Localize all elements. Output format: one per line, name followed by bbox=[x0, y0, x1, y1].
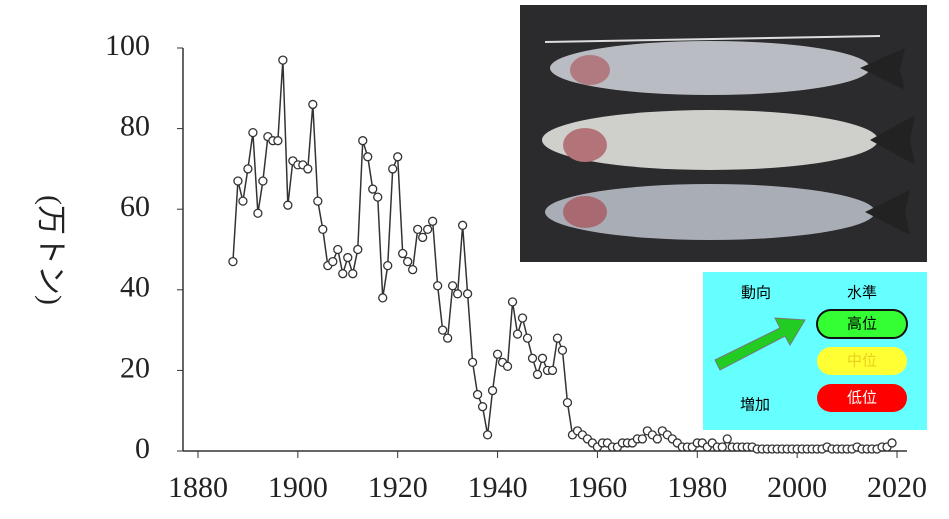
point bbox=[509, 298, 517, 306]
point bbox=[548, 366, 556, 374]
y-tick-label: 60 bbox=[120, 190, 150, 223]
x-tick-label: 2000 bbox=[767, 471, 827, 504]
point bbox=[653, 435, 661, 443]
y-tick-label: 20 bbox=[120, 351, 150, 384]
point bbox=[349, 270, 357, 278]
trend: 増加 bbox=[740, 396, 770, 414]
point bbox=[449, 282, 457, 290]
point bbox=[553, 334, 561, 342]
chart: (万トン) 0 20 40 60 80 100 1880 1900 1920 1940 1960 19… bbox=[0, 0, 949, 519]
point bbox=[359, 137, 367, 145]
point bbox=[364, 153, 372, 161]
point bbox=[464, 290, 472, 298]
point bbox=[558, 346, 566, 354]
x-tick-label: 1920 bbox=[368, 471, 428, 504]
point bbox=[374, 193, 382, 201]
point bbox=[234, 177, 242, 185]
point bbox=[424, 225, 432, 233]
point bbox=[399, 250, 407, 258]
point bbox=[454, 290, 462, 298]
point bbox=[888, 439, 896, 447]
point bbox=[419, 233, 427, 241]
photo bbox=[520, 5, 927, 262]
point bbox=[469, 358, 477, 366]
x-tick-label: 1980 bbox=[667, 471, 727, 504]
point bbox=[444, 334, 452, 342]
point bbox=[404, 258, 412, 266]
x-tick-label: 1940 bbox=[468, 471, 528, 504]
level-mid: 中位 bbox=[847, 352, 877, 370]
point bbox=[384, 262, 392, 270]
x-tick-label: 1900 bbox=[268, 471, 328, 504]
point bbox=[494, 350, 502, 358]
point bbox=[304, 165, 312, 173]
point bbox=[239, 197, 247, 205]
level-low: 低位 bbox=[847, 389, 877, 407]
point bbox=[539, 354, 547, 362]
level-title: 水準 bbox=[847, 284, 877, 302]
point bbox=[329, 258, 337, 266]
point bbox=[534, 370, 542, 378]
point bbox=[489, 387, 497, 395]
point bbox=[524, 334, 532, 342]
x-tick-label: 1960 bbox=[567, 471, 627, 504]
point bbox=[439, 326, 447, 334]
x-tick-label: 2020 bbox=[867, 471, 927, 504]
point bbox=[409, 266, 417, 274]
y-axis-label: (万トン) bbox=[34, 195, 67, 305]
point bbox=[514, 330, 522, 338]
point bbox=[389, 165, 397, 173]
point bbox=[479, 403, 487, 411]
point bbox=[529, 354, 537, 362]
trend-title: 動向 bbox=[741, 284, 771, 302]
point bbox=[459, 221, 467, 229]
point bbox=[354, 246, 362, 254]
point bbox=[254, 209, 262, 217]
y-tick-label: 80 bbox=[120, 109, 150, 142]
point bbox=[249, 129, 257, 137]
point bbox=[259, 177, 267, 185]
point bbox=[474, 391, 482, 399]
point bbox=[394, 153, 402, 161]
point bbox=[309, 100, 317, 108]
point bbox=[319, 225, 327, 233]
point bbox=[484, 431, 492, 439]
point bbox=[718, 443, 726, 451]
point bbox=[504, 362, 512, 370]
point bbox=[414, 225, 422, 233]
point bbox=[723, 435, 731, 443]
point bbox=[339, 270, 347, 278]
y-tick-label: 40 bbox=[120, 271, 150, 304]
point bbox=[638, 435, 646, 443]
point bbox=[434, 282, 442, 290]
point bbox=[284, 201, 292, 209]
y-tick-label: 0 bbox=[135, 432, 150, 465]
point bbox=[429, 217, 437, 225]
point bbox=[519, 314, 527, 322]
page: (万トン) 0 20 40 60 80 100 1880 1900 1920 1940 1960 19… bbox=[0, 0, 949, 519]
point bbox=[344, 254, 352, 262]
point bbox=[369, 185, 377, 193]
point bbox=[229, 258, 237, 266]
y-tick-label: 100 bbox=[105, 29, 150, 62]
point bbox=[314, 197, 322, 205]
x-tick-label: 1880 bbox=[168, 471, 228, 504]
point bbox=[279, 56, 287, 64]
point bbox=[244, 165, 252, 173]
point bbox=[334, 246, 342, 254]
point bbox=[563, 399, 571, 407]
point bbox=[274, 137, 282, 145]
point bbox=[379, 294, 387, 302]
level-high: 高位 bbox=[847, 315, 877, 333]
status-panel: 動向 水準 高位 中位 低位 増加 bbox=[703, 272, 927, 430]
